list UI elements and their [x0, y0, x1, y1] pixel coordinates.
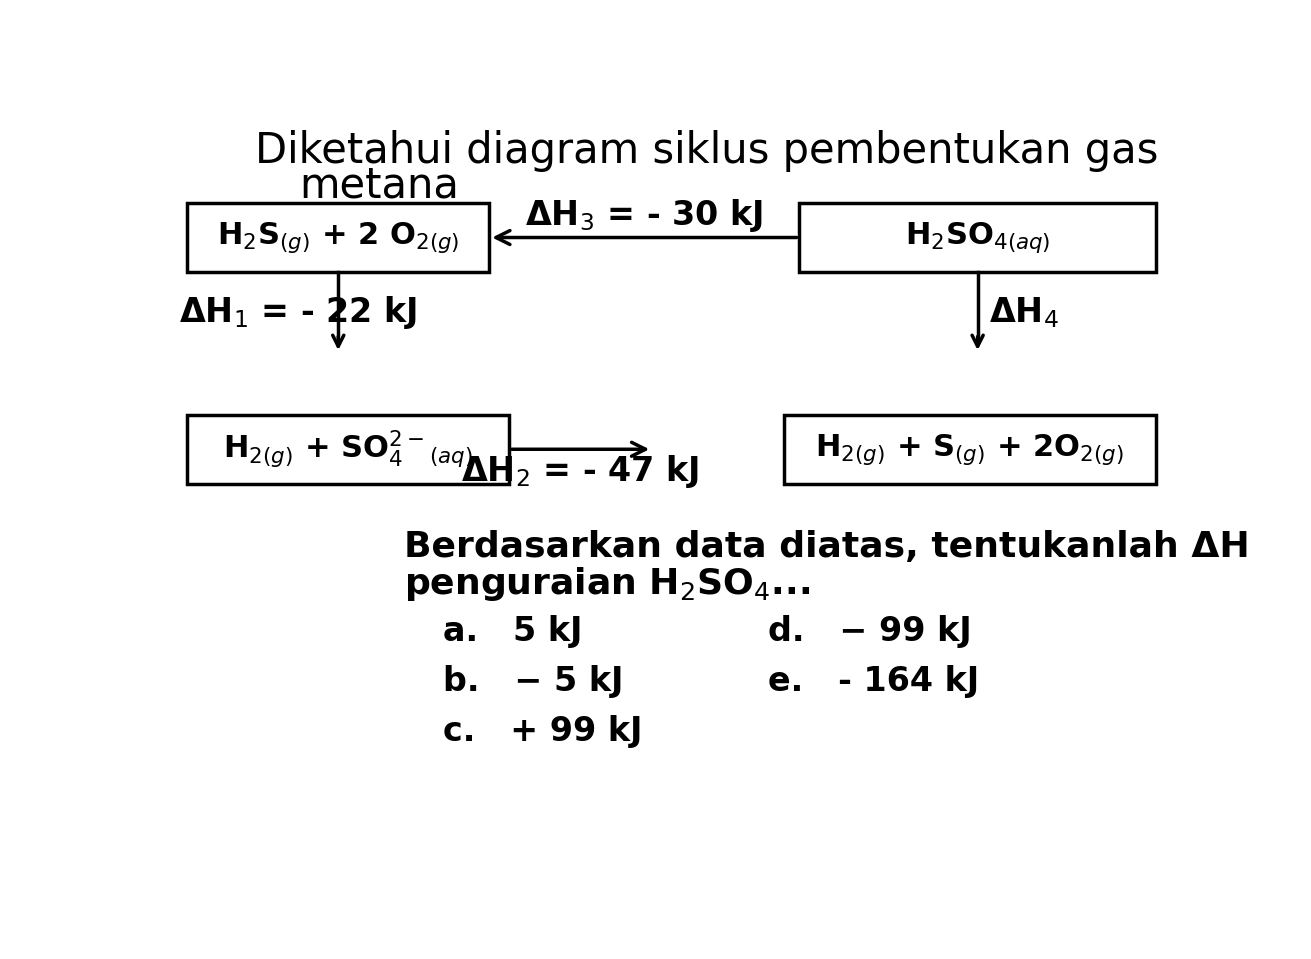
- Text: Diketahui diagram siklus pembentukan gas: Diketahui diagram siklus pembentukan gas: [254, 129, 1158, 172]
- Text: c.   + 99 kJ: c. + 99 kJ: [443, 714, 642, 748]
- Text: penguraian H$_2$SO$_4$...: penguraian H$_2$SO$_4$...: [404, 565, 810, 603]
- Text: a.   5 kJ: a. 5 kJ: [443, 615, 582, 648]
- Bar: [187, 414, 509, 484]
- Bar: [187, 203, 489, 272]
- Text: b.   − 5 kJ: b. − 5 kJ: [443, 665, 623, 698]
- Text: ΔH$_2$ = - 47 kJ: ΔH$_2$ = - 47 kJ: [461, 453, 700, 490]
- Text: ΔH$_1$ = - 22 kJ: ΔH$_1$ = - 22 kJ: [180, 294, 418, 331]
- Bar: [800, 203, 1156, 272]
- Text: H$_2$S$_{(g)}$ + 2 O$_{2(g)}$: H$_2$S$_{(g)}$ + 2 O$_{2(g)}$: [218, 220, 459, 255]
- Text: H$_2$SO$_{4(aq)}$: H$_2$SO$_{4(aq)}$: [905, 220, 1050, 255]
- Text: d.   − 99 kJ: d. − 99 kJ: [768, 615, 973, 648]
- Text: e.   - 164 kJ: e. - 164 kJ: [768, 665, 979, 698]
- Text: ΔH$_4$: ΔH$_4$: [990, 295, 1059, 330]
- Text: Berdasarkan data diatas, tentukanlah ΔH: Berdasarkan data diatas, tentukanlah ΔH: [404, 530, 1249, 564]
- Text: H$_{2(g)}$ + S$_{(g)}$ + 2O$_{2(g)}$: H$_{2(g)}$ + S$_{(g)}$ + 2O$_{2(g)}$: [815, 432, 1125, 467]
- Text: metana: metana: [299, 164, 459, 206]
- Bar: [784, 414, 1156, 484]
- Text: ΔH$_3$ = - 30 kJ: ΔH$_3$ = - 30 kJ: [526, 197, 763, 234]
- Text: H$_{2(g)}$ + SO$_4^{2-}$$_{(aq)}$: H$_{2(g)}$ + SO$_4^{2-}$$_{(aq)}$: [223, 429, 473, 470]
